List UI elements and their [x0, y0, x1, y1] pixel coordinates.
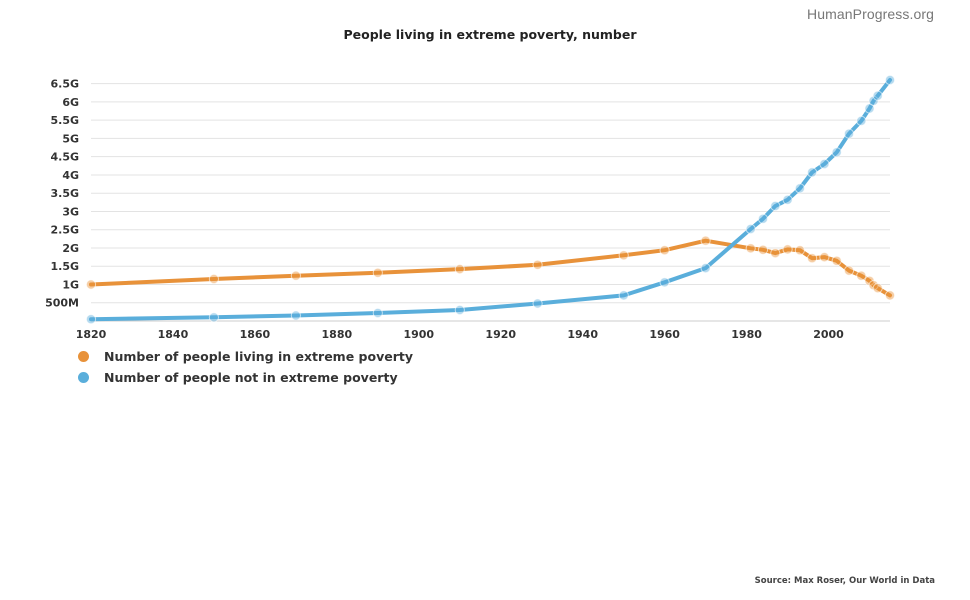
data-point: [807, 253, 818, 264]
y-tick-label: 3.5G: [50, 187, 79, 200]
x-tick-label: 2000: [813, 328, 844, 341]
data-point: [757, 213, 769, 224]
source-note: Source: Max Roser, Our World in Data: [754, 576, 935, 586]
data-point: [618, 290, 629, 301]
data-point: [770, 200, 781, 212]
x-tick-label: 1940: [567, 328, 598, 341]
x-tick-label: 1860: [240, 328, 271, 341]
data-point: [532, 298, 543, 309]
data-point: [884, 290, 896, 301]
data-point: [659, 245, 670, 256]
data-point: [208, 273, 219, 285]
data-point: [85, 279, 97, 290]
x-tick-label: 1960: [649, 328, 680, 341]
brand-label: HumanProgress.org: [807, 6, 934, 22]
data-point: [843, 128, 855, 139]
data-point: [618, 250, 629, 261]
grid-lines: [91, 83, 890, 304]
data-point: [700, 235, 711, 246]
y-tick-label: 4G: [62, 169, 79, 182]
y-tick-label: 2G: [62, 242, 79, 255]
series-group: [85, 74, 896, 325]
data-point: [372, 267, 383, 278]
data-point: [372, 307, 383, 319]
data-point: [770, 248, 781, 259]
data-point: [872, 283, 883, 294]
data-point: [757, 244, 769, 255]
data-point: [745, 223, 756, 235]
data-point: [290, 270, 301, 281]
y-tick-label: 2.5G: [50, 224, 79, 237]
data-point: [819, 252, 830, 263]
y-tick-label: 4.5G: [50, 151, 79, 164]
data-point: [856, 270, 867, 281]
x-tick-label: 1900: [403, 328, 434, 341]
y-tick-label: 1.5G: [50, 260, 79, 273]
data-point: [700, 263, 711, 274]
legend-label-not-poverty: Number of people not in extreme poverty: [104, 370, 398, 385]
y-tick-label: 5G: [62, 132, 79, 145]
data-point: [290, 310, 301, 321]
chart-title: People living in extreme poverty, number: [343, 27, 637, 42]
data-point: [872, 90, 883, 101]
data-point: [794, 245, 806, 256]
data-point: [85, 314, 97, 325]
series-extreme-poverty: [85, 235, 896, 301]
x-tick-label: 1840: [158, 328, 189, 341]
data-point: [819, 158, 830, 170]
data-point: [454, 304, 465, 316]
series-line: [89, 78, 892, 322]
data-point: [659, 277, 670, 288]
legend-swatch-not-poverty: [78, 372, 89, 383]
data-point: [856, 115, 867, 127]
data-point: [532, 259, 543, 270]
legend-item-not-poverty[interactable]: Number of people not in extreme poverty: [78, 367, 413, 388]
chart-legend: Number of people living in extreme pover…: [78, 346, 413, 388]
data-point: [745, 243, 756, 254]
y-tick-label: 6G: [62, 96, 79, 109]
data-point: [831, 147, 842, 158]
x-tick-label: 1820: [76, 328, 107, 341]
data-point: [454, 264, 465, 275]
x-tick-label: 1920: [485, 328, 516, 341]
y-tick-label: 1G: [62, 278, 79, 291]
legend-label-poverty: Number of people living in extreme pover…: [104, 349, 413, 364]
data-point: [794, 183, 806, 194]
data-point: [884, 74, 896, 86]
data-point: [782, 244, 793, 255]
legend-item-poverty[interactable]: Number of people living in extreme pover…: [78, 346, 413, 367]
data-point: [843, 265, 855, 276]
axes: 500M 1G 1.5G 2G 2.5G 3G 3.5G 4G 4.5G 5G 5.5G 6G 6.5G…: [45, 78, 890, 341]
y-tick-label: 5.5G: [50, 114, 79, 127]
data-point: [782, 194, 793, 205]
x-tick-label: 1880: [322, 328, 353, 341]
series-line: [89, 238, 892, 298]
data-point: [807, 167, 818, 178]
legend-swatch-poverty: [78, 351, 89, 362]
y-tick-label: 3G: [62, 205, 79, 218]
data-point: [208, 312, 219, 323]
x-tick-label: 1980: [731, 328, 762, 341]
data-point: [864, 103, 875, 114]
series-not-extreme-poverty: [85, 74, 896, 325]
data-point: [831, 255, 842, 266]
y-tick-label: 500M: [45, 297, 79, 310]
y-tick-label: 6.5G: [50, 78, 79, 91]
